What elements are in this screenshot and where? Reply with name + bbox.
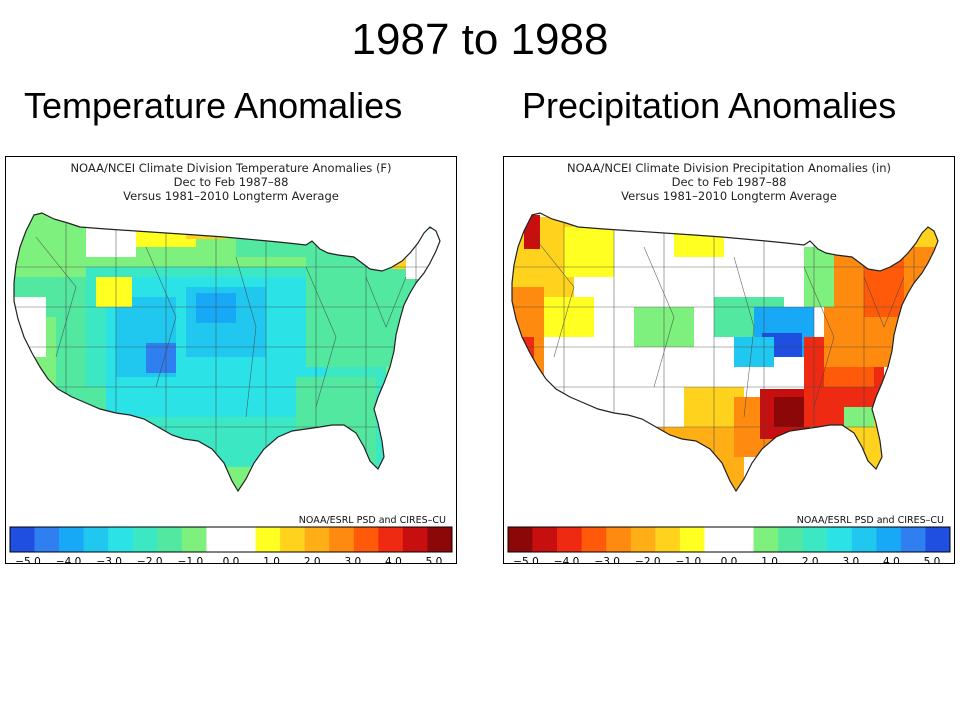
temperature-legend-swatch [83,527,109,552]
precipitation-legend-swatch [925,527,951,552]
precipitation-legend: −5.0 −4.0 −3.0 −2.0 −1.0 0.0 1.0 2.0 3.0 4.0 5.0 [507,526,951,563]
precipitation-legend-swatch [876,527,902,552]
temperature-caption-line3: Versus 1981–2010 Longterm Average [123,189,339,203]
temperature-legend-tick-label: 1.0 [263,556,280,563]
temperature-legend-swatch [402,527,428,552]
temperature-legend-swatch [304,527,330,552]
temperature-legend-swatch [353,527,379,552]
precipitation-legend-swatch [851,527,877,552]
temperature-legend-tick-label: 2.0 [304,556,321,563]
temperature-legend-tick-label: 3.0 [344,556,361,563]
precipitation-legend-swatch [778,527,803,552]
temperature-legend-swatch [10,527,35,552]
temperature-legend-swatch [108,527,134,552]
temperature-heading: Temperature Anomalies [24,85,403,126]
temperature-caption-line2: Dec to Feb 1987–88 [173,175,289,189]
temperature-legend-swatch [255,527,281,552]
precipitation-caption-line2: Dec to Feb 1987–88 [671,175,787,189]
precipitation-heading: Precipitation Anomalies [522,85,897,126]
precipitation-legend-swatch [655,527,681,552]
precipitation-division-lines [512,213,938,491]
temperature-legend-swatch [231,527,256,552]
temperature-legend-tick-label: −4.0 [56,556,82,563]
temperature-map-panel: −5.0 −4.0 −3.0 −2.0 −1.0 0.0 1.0 2.0 3.0 4.0 5.0 N… [5,156,457,564]
precipitation-legend-swatch [532,527,558,552]
precipitation-legend-tick-label: 5.0 [924,556,941,563]
precipitation-legend-tick-label: −4.0 [554,556,580,563]
temperature-legend-tick-label: −3.0 [96,556,122,563]
temperature-legend-swatch [378,527,404,552]
precipitation-legend-tick-label: −1.0 [676,556,702,563]
temperature-legend-tick-label: 0.0 [223,556,240,563]
precipitation-legend-swatch [606,527,632,552]
precipitation-legend-tick-label: 1.0 [761,556,778,563]
precipitation-legend-border [507,526,951,553]
precipitation-legend-swatch [729,527,754,552]
slide-title: 1987 to 1988 [351,15,609,64]
temperature-legend-tick-label: −1.0 [178,556,204,563]
temperature-legend-swatch [427,527,453,552]
temperature-anomaly-fill [14,213,440,491]
temperature-legend-tick-label: 5.0 [426,556,443,563]
precipitation-caption-line3: Versus 1981–2010 Longterm Average [621,189,837,203]
precipitation-legend-swatch [704,527,730,552]
precipitation-legend-swatch [753,527,779,552]
precipitation-legend-tick-label: 0.0 [721,556,738,563]
temperature-legend-tick-label: 4.0 [385,556,402,563]
temperature-legend-tick-label: −5.0 [15,556,41,563]
precipitation-legend-swatch [630,527,656,552]
temperature-legend-swatch [329,527,355,552]
precipitation-caption-line1: NOAA/NCEI Climate Division Precipitation… [567,161,891,175]
temperature-legend-tick-label: −2.0 [137,556,163,563]
temperature-caption-line1: NOAA/NCEI Climate Division Temperature A… [70,161,392,175]
precipitation-legend-swatch [508,527,533,552]
precipitation-legend-tick-label: 2.0 [802,556,819,563]
temperature-legend-swatch [59,527,84,552]
precipitation-legend-tick-label: 3.0 [842,556,859,563]
temperature-legend-swatch [206,527,232,552]
temperature-legend-swatch [181,527,207,552]
precipitation-legend-swatch [581,527,607,552]
precipitation-legend-swatch [900,527,926,552]
temperature-map-graphic: −5.0 −4.0 −3.0 −2.0 −1.0 0.0 1.0 2.0 3.0 4.0 5.0 [9,212,453,563]
temperature-legend-swatch [34,527,60,552]
precipitation-legend-tick-label: −3.0 [594,556,620,563]
temperature-legend-border [9,526,453,553]
precipitation-credit: NOAA/ESRL PSD and CIRES–CU [796,515,944,526]
precipitation-legend-swatch [802,527,828,552]
temperature-legend-swatch [132,527,158,552]
temperature-legend: −5.0 −4.0 −3.0 −2.0 −1.0 0.0 1.0 2.0 3.0 4.0 5.0 [9,526,453,563]
precipitation-legend-tick-label: −5.0 [513,556,539,563]
temperature-legend-swatch [280,527,305,552]
precipitation-anomaly-fill [512,213,938,491]
us-outline [511,212,939,493]
precipitation-legend-tick-label: 4.0 [883,556,900,563]
us-outline [13,212,441,493]
precipitation-legend-swatch [827,527,853,552]
temperature-legend-swatch [157,527,183,552]
temperature-division-lines [14,213,440,491]
precipitation-map-graphic: −5.0 −4.0 −3.0 −2.0 −1.0 0.0 1.0 2.0 3.0 4.0 5.0 [507,212,951,563]
precipitation-legend-tick-label: −2.0 [635,556,661,563]
precipitation-map-panel: −5.0 −4.0 −3.0 −2.0 −1.0 0.0 1.0 2.0 3.0 4.0 5.0 N… [503,156,955,564]
precipitation-legend-swatch [557,527,582,552]
temperature-credit: NOAA/ESRL PSD and CIRES–CU [298,515,446,526]
precipitation-legend-swatch [679,527,705,552]
